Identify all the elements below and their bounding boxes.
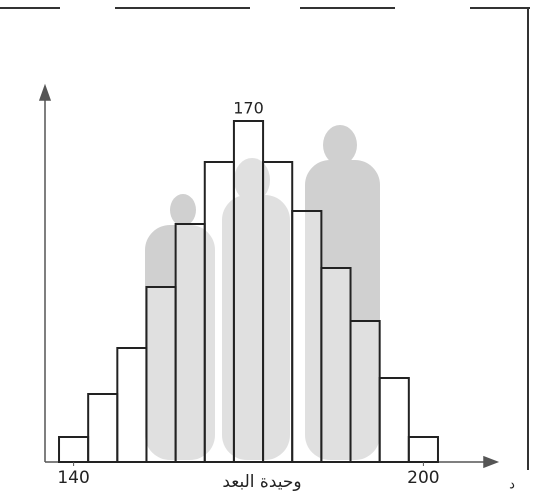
x-tick-label: 200 xyxy=(407,468,439,488)
page: {"chart_data": {"type": "histogram", "bi… xyxy=(0,0,541,499)
bar xyxy=(292,211,321,462)
chart: وحيدة البعد د 170 140 200 xyxy=(0,0,541,499)
bar xyxy=(263,162,292,462)
x-unit: د xyxy=(509,478,515,493)
bar xyxy=(380,378,409,462)
x-tick-label: 140 xyxy=(57,468,89,488)
bar xyxy=(234,121,263,462)
annotation: 170 xyxy=(233,99,264,118)
bar xyxy=(176,224,205,462)
bar xyxy=(88,394,117,462)
bar xyxy=(409,437,438,462)
bar xyxy=(321,268,350,462)
bar xyxy=(117,348,146,462)
bar xyxy=(351,321,380,462)
bar xyxy=(146,287,175,462)
bar xyxy=(59,437,88,462)
x-axis-label: وحيدة البعد xyxy=(222,472,301,492)
bar xyxy=(205,162,234,462)
